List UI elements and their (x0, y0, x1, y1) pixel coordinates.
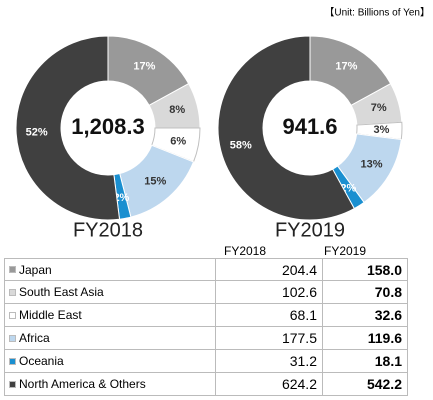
legend-swatch (9, 288, 16, 296)
pie-slice (15, 35, 121, 221)
value-cell: 119.6 (367, 330, 402, 346)
value-cell: 31.2 (216, 350, 323, 372)
row-name-cell: North America & Others (5, 373, 216, 395)
slice-label: 17% (133, 60, 155, 72)
center-total: 1,208.3 (71, 114, 144, 139)
value-cell: 177.5 (216, 327, 323, 349)
value-cell: 158.0 (366, 261, 402, 278)
value-cell: 542.2 (366, 376, 402, 392)
row-name: Oceania (19, 354, 64, 368)
slice-label: 6% (170, 135, 186, 147)
chart-label: FY2019 (275, 219, 345, 241)
slice-label: 58% (230, 140, 252, 152)
row-name-cell: Africa (5, 327, 216, 349)
legend-swatch (9, 266, 16, 273)
value-cell: 68.1 (216, 304, 323, 326)
table-row: Japan 204.4 158.0 (4, 258, 408, 281)
value-cell: 102.6 (216, 281, 323, 303)
slice-label: 13% (361, 158, 383, 170)
value-cell: 70.8 (374, 284, 402, 300)
slice-label: 7% (371, 102, 387, 114)
row-name: South East Asia (19, 285, 104, 299)
legend-swatch (9, 311, 16, 319)
slice-label: 8% (169, 104, 185, 116)
table-row: North America & Others 624.2 542.2 (4, 373, 408, 396)
table-row: Africa 177.5 119.6 (4, 327, 408, 350)
value-cell: 32.6 (374, 307, 402, 323)
slice-label: 52% (26, 126, 48, 138)
row-name: North America & Others (19, 377, 146, 391)
table-row: Middle East 68.1 32.6 (4, 304, 408, 327)
row-name: Japan (19, 262, 52, 277)
unit-note: 【Unit: Billions of Yen】 (324, 7, 430, 19)
row-name: Middle East (19, 308, 82, 322)
value-cell: 624.2 (216, 373, 323, 395)
row-name-cell: Oceania (5, 350, 216, 372)
pie-slice (217, 35, 356, 221)
slice-label: 17% (335, 60, 357, 72)
column-header: FY2018 (223, 244, 267, 258)
table-row: South East Asia 102.6 70.8 (4, 281, 408, 304)
row-name-cell: Japan (5, 259, 216, 280)
table-row: Oceania 31.2 18.1 (4, 350, 408, 373)
value-cell: 204.4 (216, 259, 323, 280)
value-cell: 18.1 (374, 353, 402, 369)
slice-label: 15% (144, 176, 166, 188)
row-name: Africa (19, 331, 50, 345)
row-name-cell: Middle East (5, 304, 216, 326)
slice-label: 3% (374, 124, 390, 136)
row-name-cell: South East Asia (5, 281, 216, 303)
legend-swatch (9, 334, 16, 342)
legend-swatch (9, 357, 16, 365)
center-total: 941.6 (282, 114, 337, 139)
legend-swatch (9, 380, 16, 388)
column-header: FY2019 (323, 244, 367, 258)
charts: 【Unit: Billions of Yen】 17%8%6%15%2%52% 1… (15, 7, 430, 241)
chart-label: FY2018 (73, 219, 143, 241)
